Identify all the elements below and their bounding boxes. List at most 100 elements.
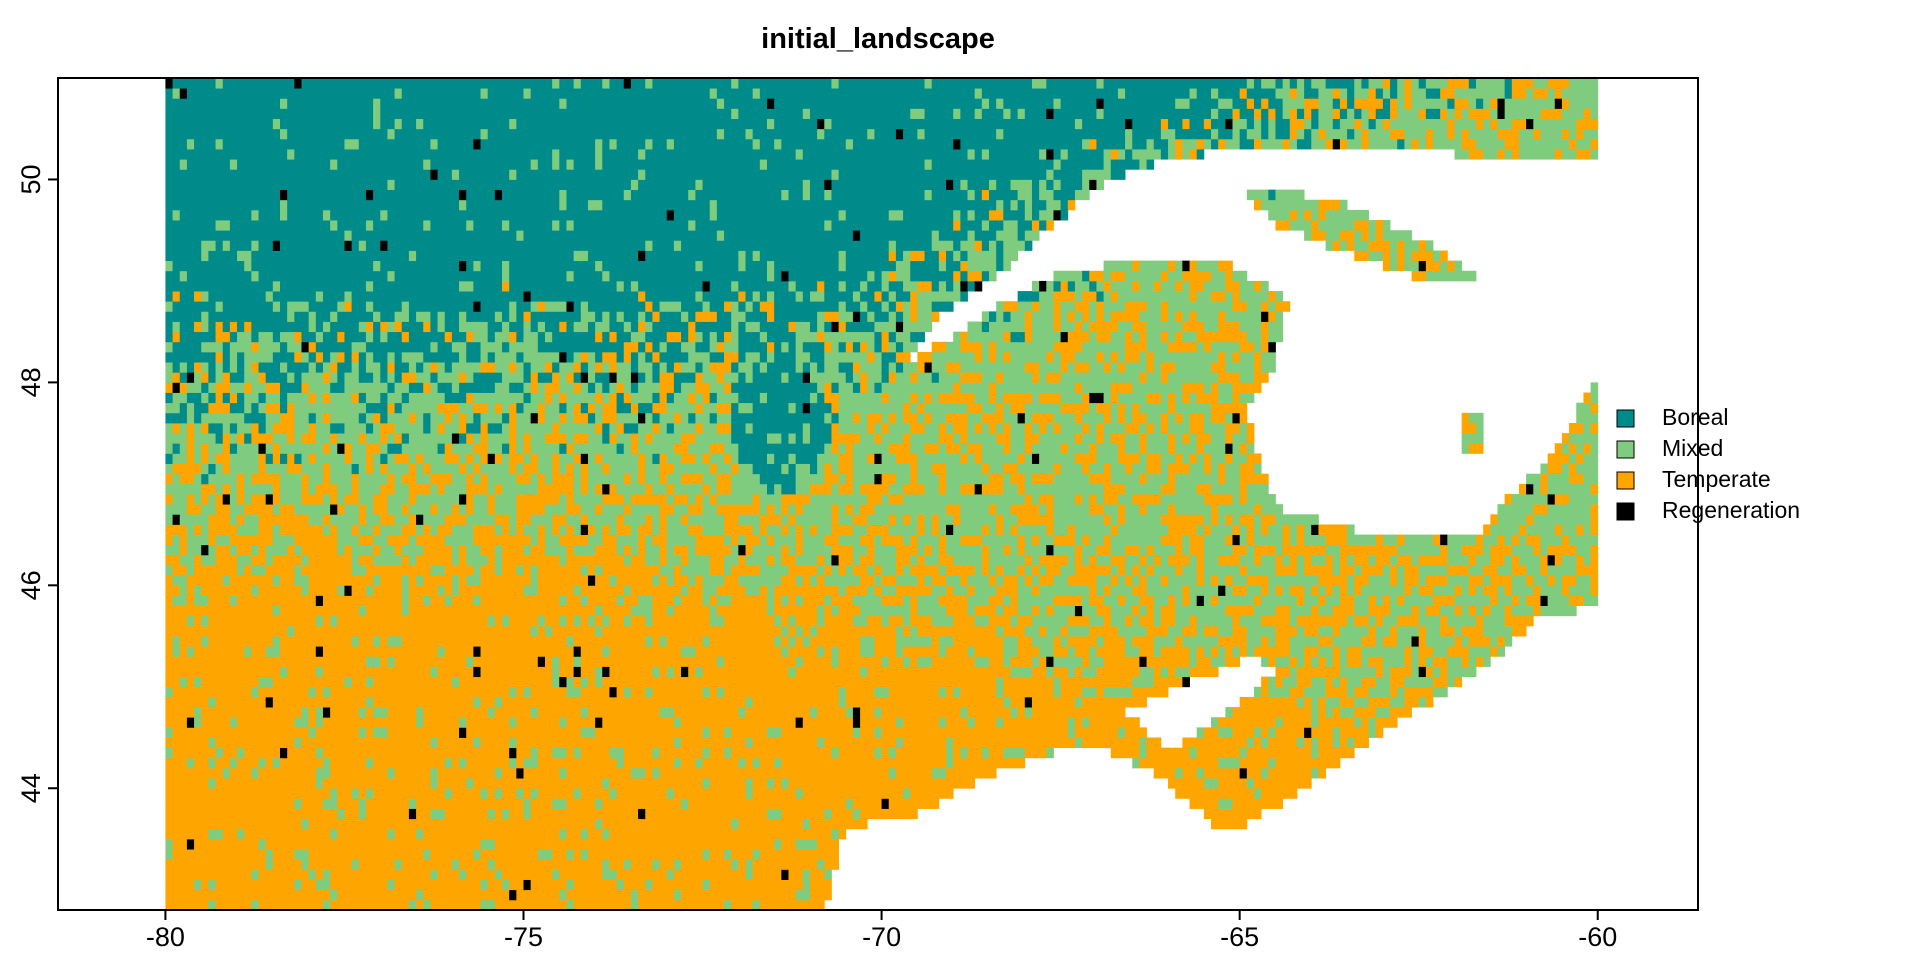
raster-cell [874,636,897,647]
raster-cell [716,199,997,211]
raster-cell [1569,453,1577,464]
raster-cell [731,108,739,119]
raster-cell [609,422,617,434]
raster-cell [645,250,739,262]
raster-cell [630,524,639,535]
raster-cell [1060,199,1069,211]
raster-cell [774,311,818,322]
raster-cell [509,321,524,333]
raster-cell [1067,331,1090,343]
raster-cell [1461,108,1470,119]
raster-cell [996,575,1004,586]
raster-cell [1576,138,1591,150]
raster-cell [165,636,173,647]
raster-cell [989,209,1004,221]
raster-cell [258,240,274,251]
raster-cell [1060,321,1076,333]
raster-cell [752,402,789,414]
raster-cell [272,453,281,464]
raster-cell [838,382,854,393]
raster-cell [215,362,224,373]
raster-cell [201,615,209,627]
raster-cell [1189,585,1219,596]
raster-cell [1311,230,1326,241]
raster-cell [401,443,438,454]
raster-cell [774,138,782,150]
raster-cell [1511,149,1520,160]
raster-cell [408,605,596,617]
raster-cell [1561,128,1570,140]
raster-cell [895,362,904,373]
raster-cell [1232,270,1248,282]
raster-cell [494,362,510,373]
raster-cell [215,534,231,546]
raster-cell [1096,291,1104,302]
raster-cell [602,159,761,170]
raster-cell [544,382,560,393]
raster-cell [1289,656,1298,667]
raster-cell [358,707,367,718]
raster-cell [595,412,603,424]
raster-cell [272,291,317,302]
raster-cell [731,382,818,393]
raster-cell [251,565,267,576]
raster-cell [724,230,854,241]
raster-cell [1175,483,1198,495]
raster-cell [544,504,567,515]
raster-cell [638,463,646,475]
raster-cell [423,899,431,911]
raster-cell [1053,514,1104,525]
raster-cell [838,686,847,698]
raster-cell [1347,88,1355,99]
raster-cell [767,778,775,789]
raster-cell [1375,534,1384,546]
raster-cell [1404,575,1420,586]
raster-cell [315,717,324,728]
raster-cell [938,473,947,485]
raster-cell [1175,433,1183,444]
raster-cell [1218,473,1226,485]
raster-cell [287,128,388,140]
raster-cell [480,696,496,708]
raster-cell [272,504,281,515]
raster-cell [681,859,732,870]
raster-cell [1304,524,1312,535]
raster-cell [967,270,983,282]
raster-cell [1275,220,1291,231]
raster-cell [852,707,861,718]
raster-cell [530,473,539,485]
raster-cell [1182,585,1190,596]
raster-cell [1497,636,1506,647]
raster-cell [280,402,288,414]
raster-cell [981,108,1004,119]
raster-cell [301,585,310,596]
raster-cell [1203,494,1233,505]
raster-cell [974,615,990,627]
raster-cell [1304,230,1312,241]
raster-cell [731,849,754,860]
raster-cell [1375,666,1384,678]
raster-cell [1354,707,1377,718]
raster-cell [237,757,259,769]
raster-cell [953,270,961,282]
raster-cell [1418,625,1427,637]
raster-cell [358,554,374,566]
raster-cell [566,747,575,759]
raster-cell [1447,666,1477,678]
raster-cell [509,453,524,464]
raster-cell [1590,149,1599,160]
raster-cell [1082,534,1090,546]
raster-cell [831,402,840,414]
raster-cell [938,443,947,454]
raster-cell [165,838,173,850]
raster-cell [337,798,360,809]
raster-cell [1168,433,1176,444]
raster-cell [466,311,496,322]
raster-cell [1060,625,1069,637]
raster-cell [1146,433,1169,444]
raster-cell [1232,98,1248,109]
raster-cell [996,382,1076,393]
raster-cell [953,240,961,251]
raster-cell [695,402,703,414]
raster-cell [1189,118,1205,130]
